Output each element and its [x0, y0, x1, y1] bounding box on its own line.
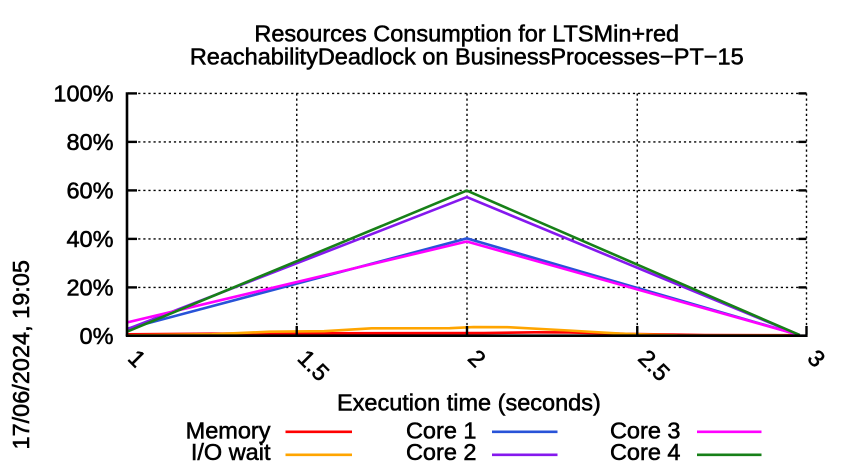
svg-text:Core 4: Core 4	[610, 439, 681, 465]
svg-text:0%: 0%	[80, 323, 114, 349]
svg-text:60%: 60%	[66, 178, 113, 204]
svg-text:Core 1: Core 1	[406, 418, 477, 444]
svg-text:Core 2: Core 2	[406, 439, 477, 465]
svg-text:2: 2	[463, 345, 491, 373]
svg-text:1: 1	[123, 345, 151, 373]
svg-text:40%: 40%	[66, 226, 113, 252]
svg-text:2.5: 2.5	[633, 345, 674, 386]
svg-text:17/06/2024, 19:05: 17/06/2024, 19:05	[8, 260, 34, 449]
svg-text:Memory: Memory	[186, 418, 271, 444]
svg-text:20%: 20%	[66, 275, 113, 301]
svg-text:ReachabilityDeadlock on Busine: ReachabilityDeadlock on BusinessProcesse…	[190, 44, 744, 70]
svg-text:100%: 100%	[53, 81, 113, 107]
svg-text:I/O wait: I/O wait	[191, 439, 271, 465]
svg-text:Core 3: Core 3	[610, 418, 681, 444]
svg-text:3: 3	[803, 345, 831, 373]
svg-text:1.5: 1.5	[293, 345, 334, 386]
svg-text:Execution time (seconds): Execution time (seconds)	[337, 390, 601, 416]
svg-text:80%: 80%	[66, 129, 113, 155]
svg-text:Resources Consumption for LTSM: Resources Consumption for LTSMin+red	[254, 21, 679, 47]
